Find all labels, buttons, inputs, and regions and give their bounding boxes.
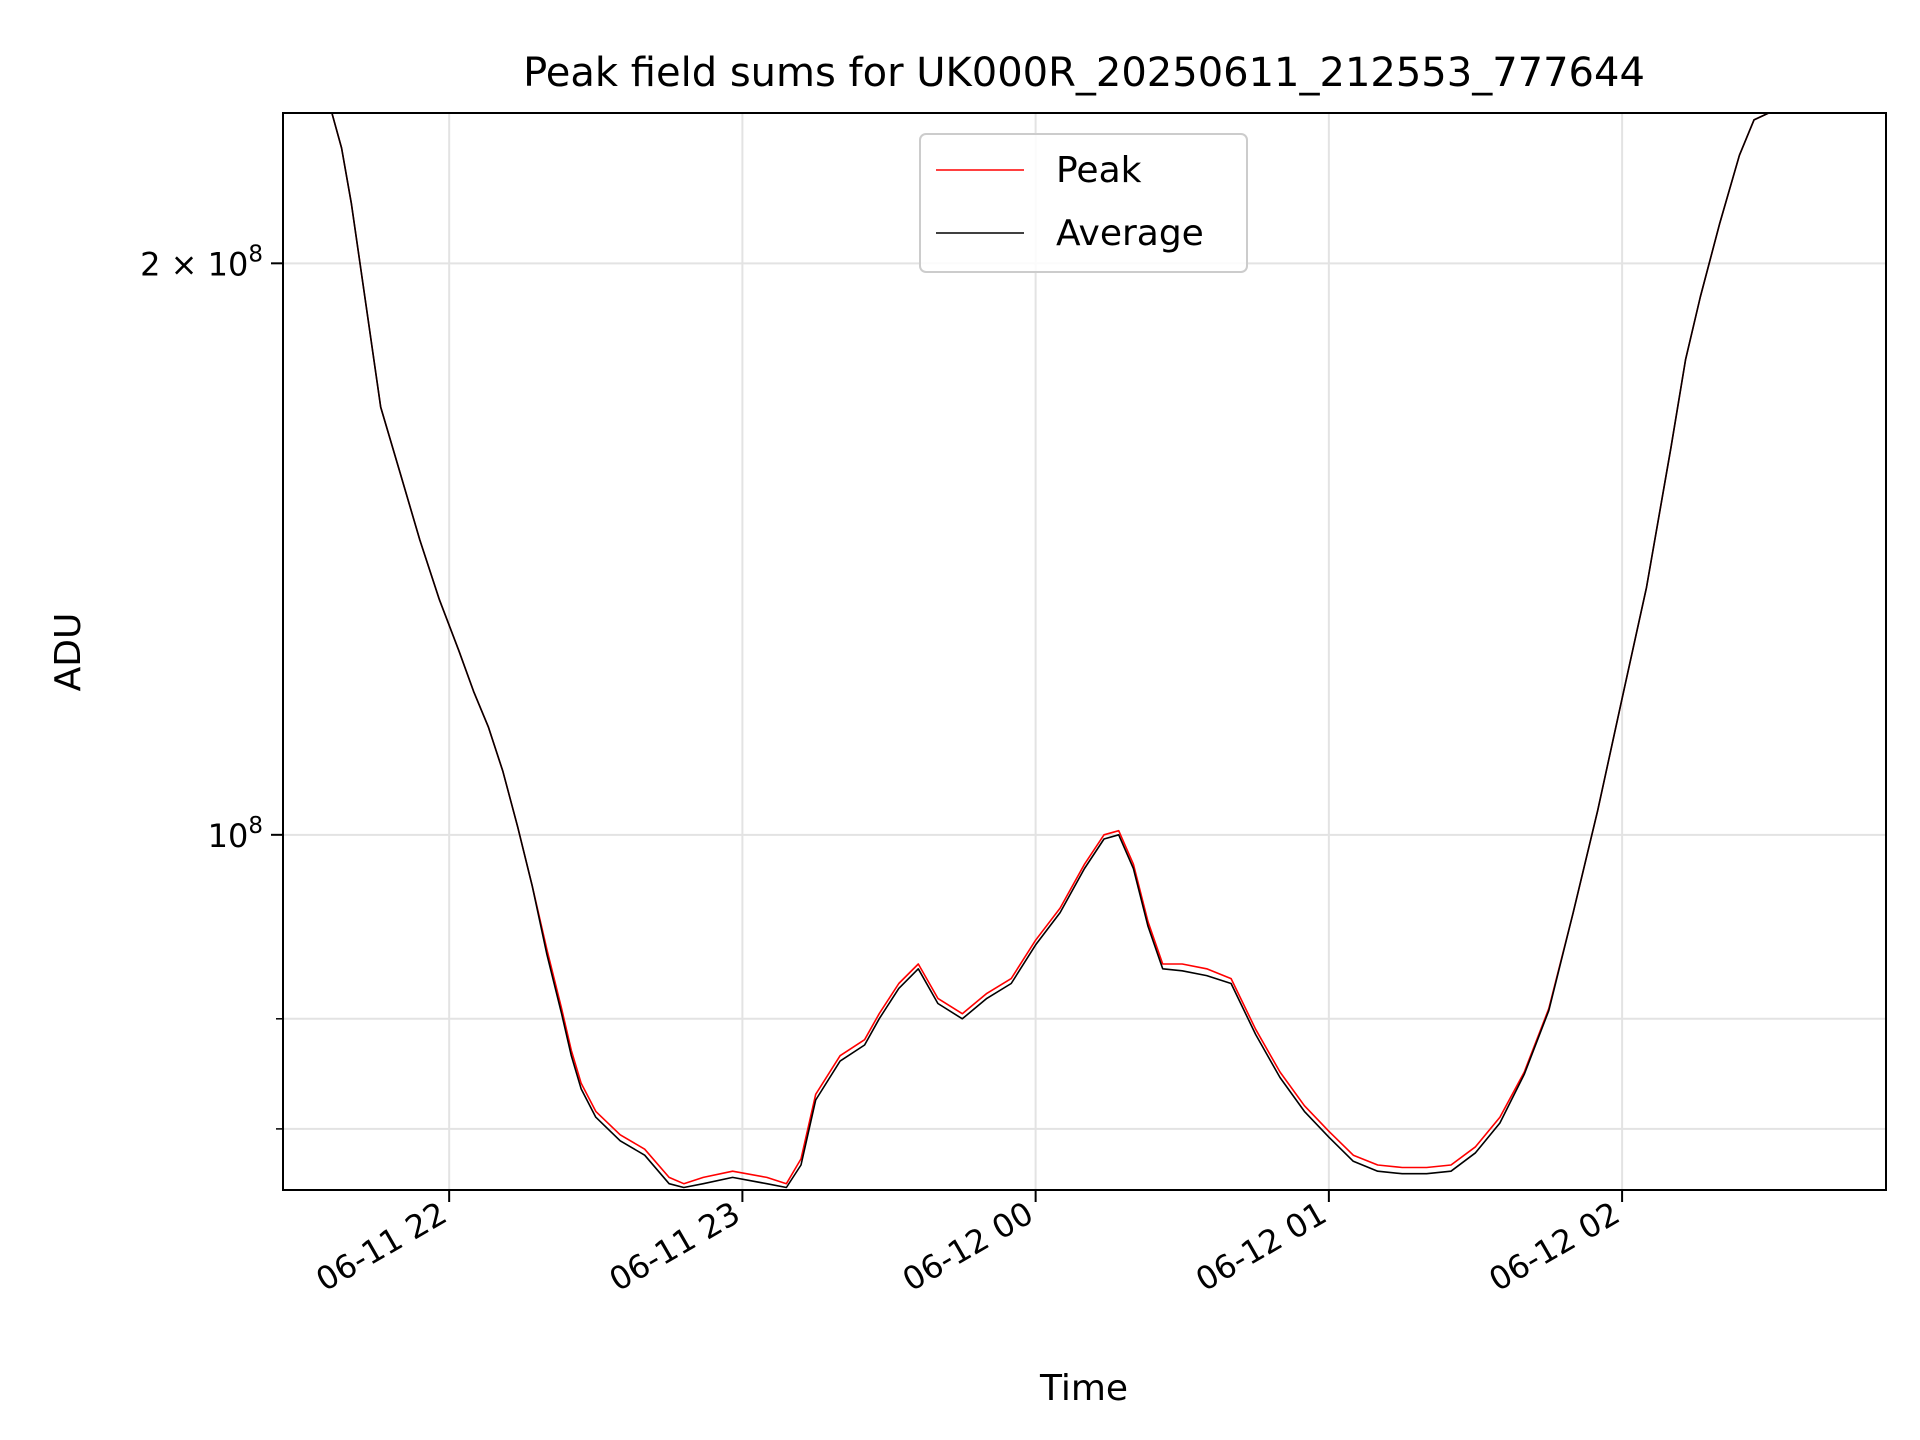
plot-series — [283, 113, 1886, 1189]
legend-label-peak: Peak — [1056, 150, 1142, 191]
legend-label-average: Average — [1056, 213, 1204, 254]
y-tick-label: 108 — [208, 813, 263, 855]
y-axis-label: ADU — [48, 613, 89, 692]
x-axis-label: Time — [1039, 1368, 1128, 1409]
chart-title: Peak field sums for UK000R_20250611_2125… — [523, 50, 1645, 96]
legend: Peak Average — [919, 133, 1248, 273]
plot-frame — [282, 112, 1887, 1191]
series-line-average — [283, 113, 1886, 1189]
legend-box — [919, 133, 1248, 273]
y-tick-label: 2 × 108 — [140, 241, 263, 283]
